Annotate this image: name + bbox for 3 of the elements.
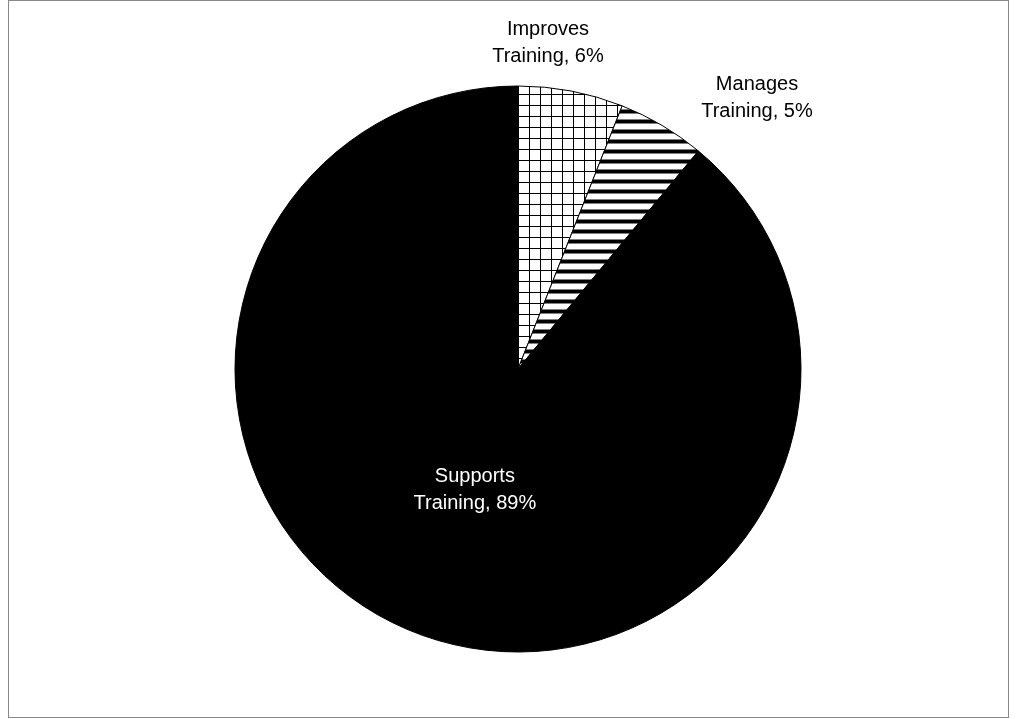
slice-label: Improves Training, 6% <box>492 16 604 66</box>
slice-label: Supports Training, 89% <box>413 464 537 514</box>
slice-label: Manages Training, 5% <box>701 71 813 121</box>
